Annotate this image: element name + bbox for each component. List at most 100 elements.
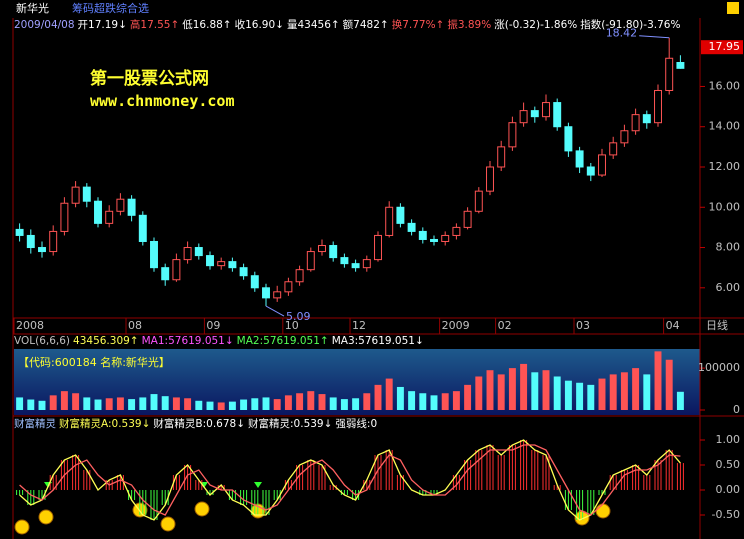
y-tick-label: 10.00 [709,200,741,213]
legend-item: VOL(6,6,6) [14,335,71,347]
candle-body [49,230,58,253]
indicator-line [19,439,681,521]
volume-bar [419,393,427,410]
volume-bar [363,393,371,410]
candle-body [127,198,136,216]
volume-bar [273,399,281,410]
volume-bar [609,374,617,410]
candle-body [654,89,662,124]
volume-bar [240,399,248,410]
volume-bar [60,391,68,410]
candle-body [172,259,181,281]
candle-body [519,110,528,124]
y-tick-label: 16.00 [709,79,741,92]
volume-bar [128,399,136,410]
legend-item: 量43456↑ [286,19,340,31]
legend-item: 低16.88↑ [182,19,232,31]
candle-body [598,154,606,176]
volume-bar [665,359,673,410]
volume-bar [654,351,662,410]
volume-bar [206,401,214,410]
candle-body [486,166,494,192]
x-tick-label: 03 [576,319,590,332]
candle-body [329,245,338,259]
volume-bar [441,393,449,410]
candle-body [60,202,69,232]
candle-body [284,281,293,293]
candle-body [631,114,640,132]
volume-bar [352,398,360,410]
y-tick-label: 1.00 [716,433,741,446]
candle-body [374,234,382,261]
volume-bar [318,394,326,410]
legend-item: 收16.90↓ [234,19,284,31]
y-tick-label: 0.50 [716,458,741,471]
candle-body [362,259,371,269]
indicator-line [19,444,681,516]
volume-bar [620,372,628,410]
legend-item: 换7.77%↑ [391,19,445,31]
legend-item: 振3.89% [447,19,492,31]
cursor-price-box [701,40,743,55]
volume-bar [228,401,236,410]
volume-bar [150,394,158,410]
candle-body [250,275,259,289]
info-bar: 2009/04/08 开17.19↓ 高17.55↑ 低16.88↑ 收16.90↓ 量4… [14,19,698,32]
y-tick-label: 0 [733,403,740,416]
volume-bar [408,391,416,410]
candle-body [150,240,158,269]
volume-bar [576,382,584,410]
volume-bar [497,374,505,410]
legend-item: 财富精灵 [14,418,56,430]
candle-body [318,245,326,253]
volume-bar [16,397,24,410]
candle-body [542,102,550,118]
candle-body [138,214,147,242]
volume-bar [284,395,292,410]
stock-name: 新华光 [16,1,49,15]
volume-bar [396,386,404,410]
volume-bar [508,368,516,410]
volume-bar [564,380,572,410]
volume-bar [307,391,315,410]
volume-bar [486,370,494,410]
legend-item: 强弱线:0 [335,418,378,430]
candle-body [105,210,114,224]
y-tick-label: 0.00 [716,483,741,496]
candle-body [26,234,35,249]
legend-item: 财富精灵:0.539↓ [248,418,333,430]
window-icon[interactable] [727,2,739,14]
volume-bar [475,376,483,410]
volume-bar [251,398,259,410]
x-tick-label: 2008 [16,319,44,332]
volume-bar [553,376,561,410]
legend-item: 财富精灵A:0.539↓ [59,418,151,430]
candle-body [474,190,483,212]
candle-body [116,198,125,212]
y-tick-label: -0.50 [712,508,740,521]
watermark: www.chnmoney.com [90,92,235,110]
candle-body [676,61,685,69]
x-tick-label: 08 [128,319,142,332]
candle-body [194,247,203,257]
candle-body [418,230,427,240]
legend-item: MA3:57619.051↓ [331,335,424,347]
candle-body [586,166,595,176]
candle-body [530,110,539,118]
axis-label: 日线 [706,318,728,332]
volume-bar [184,398,192,410]
volume-bar [296,393,304,410]
volume-bar [172,397,180,410]
candle-body [306,251,315,271]
candle-body [295,269,304,283]
volume-bar [116,397,124,410]
volume-bar [72,393,80,410]
candle-body [575,150,584,168]
volume-bar [520,363,528,410]
candle-body [452,226,461,236]
volume-bar [464,384,472,410]
candle-body [82,186,91,202]
volume-bar [161,396,169,410]
candle-body [642,114,651,124]
